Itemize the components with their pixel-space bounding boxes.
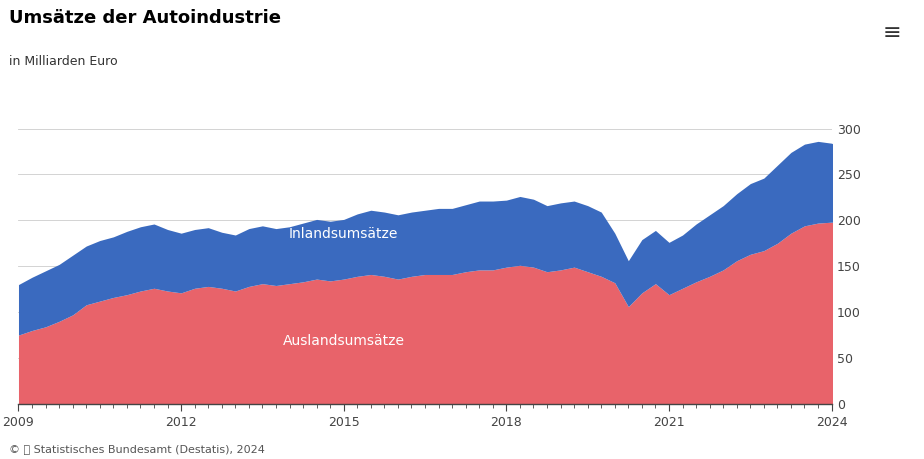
- Text: Auslandsumsätze: Auslandsumsätze: [283, 335, 405, 348]
- Text: Inlandsumsätze: Inlandsumsätze: [289, 227, 398, 241]
- Text: Umsätze der Autoindustrie: Umsätze der Autoindustrie: [9, 9, 281, 27]
- Text: in Milliarden Euro: in Milliarden Euro: [9, 55, 118, 68]
- Text: ≡: ≡: [882, 23, 901, 43]
- Text: © 📊 Statistisches Bundesamt (Destatis), 2024: © 📊 Statistisches Bundesamt (Destatis), …: [9, 444, 265, 454]
